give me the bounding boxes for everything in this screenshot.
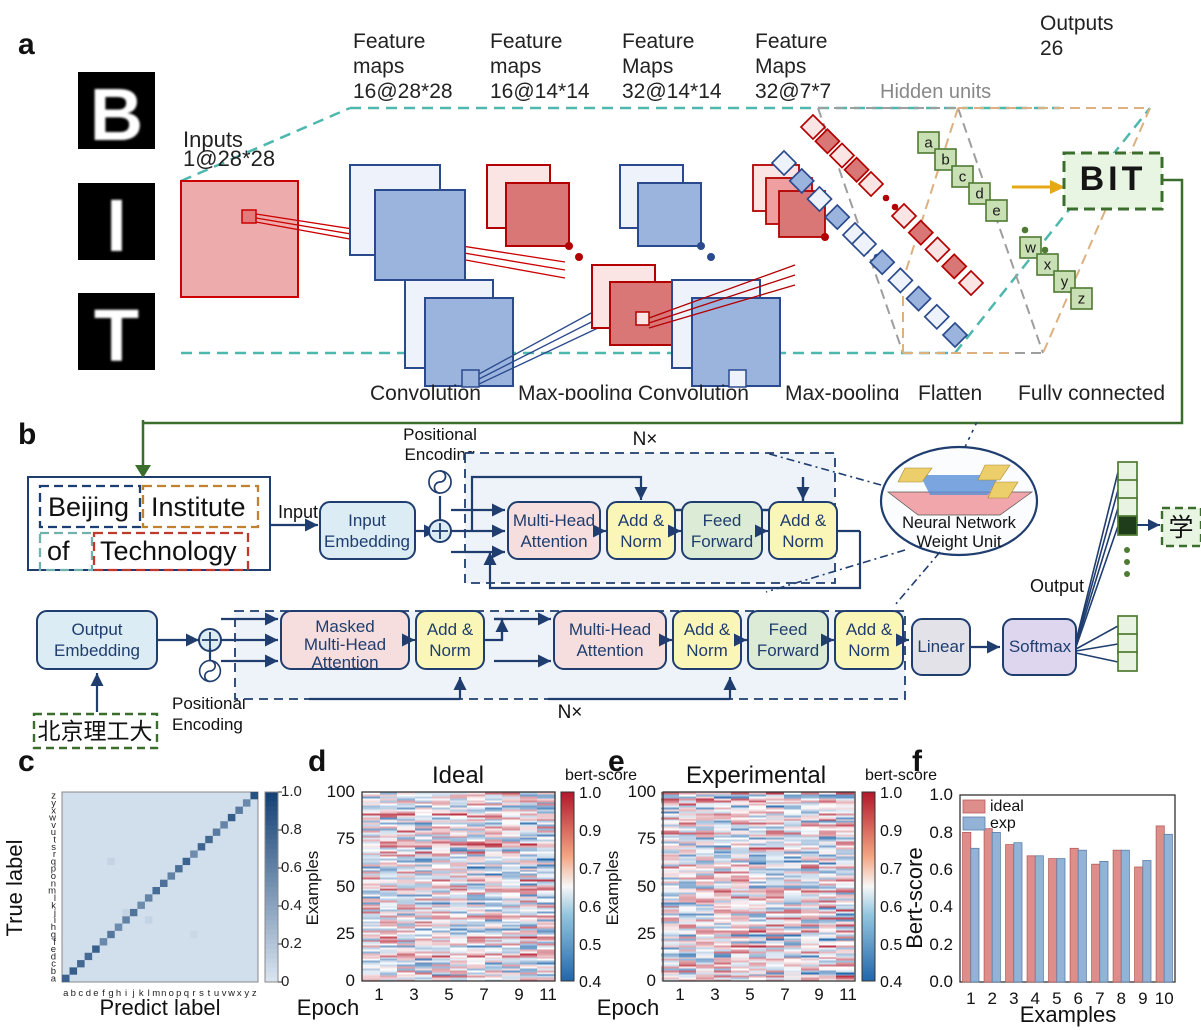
svg-text:0: 0	[346, 971, 355, 990]
svg-text:7: 7	[479, 985, 488, 1004]
svg-text:0.9: 0.9	[579, 823, 601, 840]
svg-text:1.0: 1.0	[281, 783, 302, 800]
svg-text:Predict label: Predict label	[99, 995, 220, 1020]
svg-text:0.7: 0.7	[579, 861, 601, 878]
svg-text:Epoch: Epoch	[297, 995, 359, 1020]
svg-text:0.7: 0.7	[880, 861, 902, 878]
svg-text:9: 9	[814, 985, 823, 1004]
svg-text:9: 9	[1138, 989, 1147, 1008]
svg-text:bert-score: bert-score	[565, 767, 637, 784]
svg-text:3: 3	[1009, 989, 1018, 1008]
svg-text:8: 8	[1116, 989, 1125, 1008]
svg-text:0.4: 0.4	[579, 974, 601, 991]
svg-text:2: 2	[987, 989, 996, 1008]
svg-text:y: y	[244, 988, 249, 999]
svg-text:v: v	[222, 988, 227, 999]
svg-text:3: 3	[710, 985, 719, 1004]
svg-text:50: 50	[336, 877, 355, 896]
svg-text:Examples: Examples	[303, 851, 322, 926]
svg-text:Ideal: Ideal	[432, 762, 484, 789]
svg-text:0.6: 0.6	[880, 899, 902, 916]
svg-text:z: z	[51, 791, 56, 802]
svg-text:1: 1	[966, 989, 975, 1008]
svg-text:exp: exp	[990, 815, 1016, 832]
svg-text:0.9: 0.9	[880, 823, 902, 840]
svg-text:0.6: 0.6	[929, 860, 953, 879]
svg-text:0.0: 0.0	[929, 972, 953, 991]
svg-text:0: 0	[647, 971, 656, 990]
svg-text:b: b	[71, 988, 76, 999]
svg-text:50: 50	[637, 877, 656, 896]
svg-text:5: 5	[745, 985, 754, 1004]
svg-text:Epoch: Epoch	[597, 995, 659, 1020]
svg-text:z: z	[252, 988, 257, 999]
svg-text:0.8: 0.8	[929, 823, 953, 842]
svg-text:bert-score: bert-score	[865, 767, 937, 784]
svg-text:0.2: 0.2	[929, 935, 953, 954]
svg-text:True label: True label	[2, 839, 27, 936]
svg-text:x: x	[237, 988, 242, 999]
svg-text:100: 100	[327, 782, 355, 801]
svg-text:0.6: 0.6	[579, 899, 601, 916]
svg-text:0.4: 0.4	[281, 897, 302, 914]
svg-text:0.4: 0.4	[929, 897, 953, 916]
svg-text:c: c	[78, 988, 83, 999]
svg-text:e: e	[93, 988, 98, 999]
svg-text:100: 100	[628, 782, 656, 801]
svg-text:1.0: 1.0	[579, 785, 601, 802]
svg-text:5: 5	[444, 985, 453, 1004]
svg-text:11: 11	[539, 985, 557, 1004]
svg-text:w: w	[227, 988, 235, 999]
svg-text:75: 75	[336, 829, 355, 848]
svg-text:Bert-score: Bert-score	[902, 847, 927, 948]
svg-text:0.8: 0.8	[281, 821, 302, 838]
svg-text:25: 25	[637, 924, 656, 943]
svg-text:1: 1	[675, 985, 684, 1004]
svg-text:10: 10	[1155, 989, 1174, 1008]
svg-text:7: 7	[780, 985, 789, 1004]
svg-text:d: d	[86, 988, 91, 999]
svg-text:0.4: 0.4	[880, 974, 902, 991]
svg-text:1.0: 1.0	[929, 785, 953, 804]
svg-text:3: 3	[409, 985, 418, 1004]
svg-text:75: 75	[637, 829, 656, 848]
svg-text:0.6: 0.6	[281, 859, 302, 876]
svg-text:25: 25	[336, 924, 355, 943]
svg-text:0.5: 0.5	[579, 937, 601, 954]
svg-text:Examples: Examples	[603, 851, 622, 926]
svg-text:1: 1	[374, 985, 383, 1004]
svg-text:Examples: Examples	[1020, 1002, 1117, 1027]
svg-text:a: a	[63, 988, 69, 999]
svg-text:ideal: ideal	[990, 798, 1024, 815]
svg-text:0.2: 0.2	[281, 935, 302, 952]
svg-text:Experimental: Experimental	[686, 762, 826, 789]
svg-text:1.0: 1.0	[880, 785, 902, 802]
svg-text:0.5: 0.5	[880, 937, 902, 954]
svg-text:0: 0	[281, 973, 289, 990]
svg-text:9: 9	[514, 985, 523, 1004]
svg-text:11: 11	[839, 985, 857, 1004]
